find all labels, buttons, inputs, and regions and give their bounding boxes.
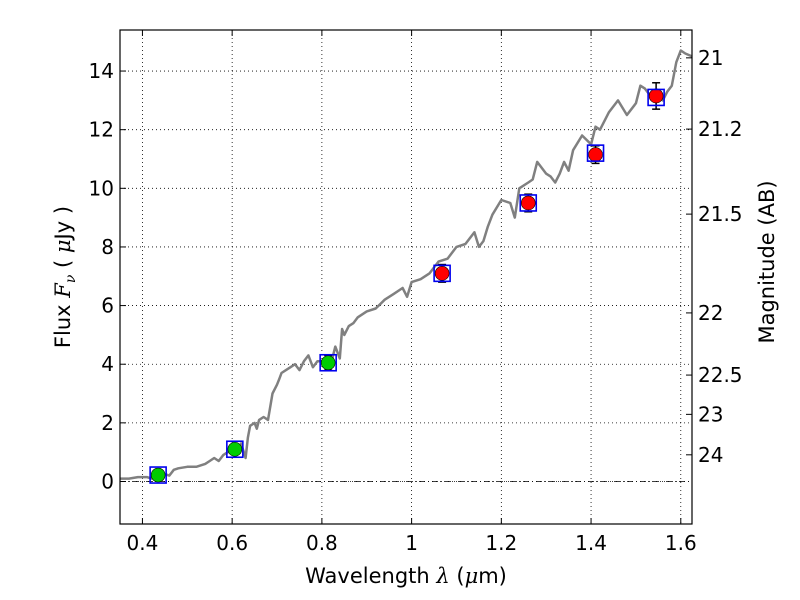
mag-tick-label: 23 [698,402,723,426]
mag-tick-label: 21 [698,46,723,70]
mag-tick-label: 22.5 [698,363,743,387]
model-square [519,194,538,212]
x-axis-title: Wavelength λ (μm) [305,564,507,588]
photometry-point [227,441,243,457]
photometry-points [150,88,664,483]
photometry-point [150,467,166,483]
y-axis-title: Flux Fν ( μJy ) [51,206,79,348]
y-tick-label: 10 [89,176,114,200]
y-tick-label: 0 [101,469,114,493]
mag-tick-label: 21.5 [698,202,743,226]
x-tick-label: 1.6 [665,531,697,555]
x-tick-label: 0.6 [216,531,248,555]
x-tick-label: 1 [405,531,418,555]
y2-axis-title: Magnitude (AB) [755,180,779,343]
spectrum-series [120,49,693,480]
photometry-point [320,355,336,371]
model-square [433,264,451,283]
x-tick-label: 0.4 [127,531,159,555]
photometry-point [648,88,664,104]
y-tick-label: 2 [101,411,114,435]
y-tick-label: 12 [89,118,114,142]
plot-frame [119,29,693,525]
x-tick-label: 1.2 [485,531,517,555]
model-square [647,88,665,107]
photometry-point [520,195,536,211]
spectrum-line [120,49,693,480]
mag-tick-label: 24 [698,443,723,467]
y-tick-labels: 0 2 4 6 8 10 12 14 [89,59,114,493]
model-square [319,353,337,372]
mag-tick-label: 21.2 [698,117,743,141]
y-tick-label: 4 [101,352,114,376]
model-square [149,466,167,484]
x-tick-label: 1.4 [575,531,607,555]
y-tick-label: 6 [101,294,114,318]
y-tick-label: 8 [101,235,114,259]
x-tick-label: 0.8 [306,531,338,555]
grid-lines [120,30,692,524]
mag-tick-label: 22 [698,301,723,325]
model-squares [149,88,665,484]
y-tick-label: 14 [89,59,114,83]
error-bars [154,82,661,479]
magnitude-tick-labels: 21 21.2 21.5 22 22.5 23 24 [698,46,743,467]
photometry-point [434,266,450,281]
x-tick-labels: 0.4 0.6 0.8 1 1.2 1.4 1.6 [127,531,697,555]
tick-marks [120,30,692,524]
photometry-point [588,147,603,162]
model-square [226,440,244,459]
model-square [586,144,605,162]
